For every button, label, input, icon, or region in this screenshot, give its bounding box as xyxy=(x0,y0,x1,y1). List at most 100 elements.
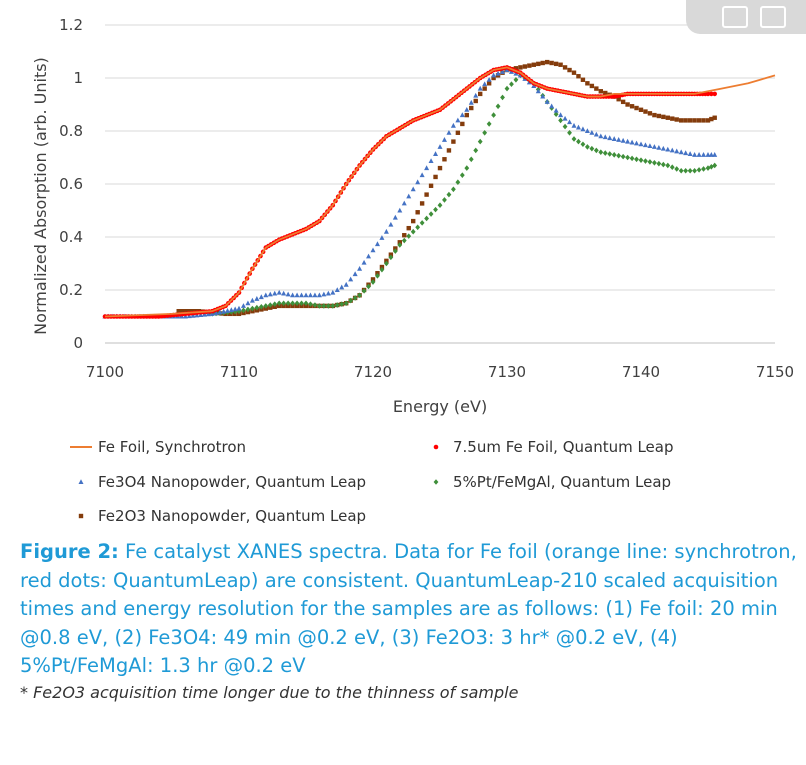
legend-swatch xyxy=(433,444,439,450)
save-icon[interactable] xyxy=(722,6,748,28)
data-point xyxy=(625,102,630,107)
y-axis-title: Normalized Absorption (arb. Units) xyxy=(31,57,50,335)
data-point xyxy=(477,138,483,145)
data-point xyxy=(584,128,590,133)
data-point xyxy=(603,90,608,96)
data-point xyxy=(491,75,496,81)
data-point xyxy=(656,113,662,119)
data-point xyxy=(495,70,501,76)
chart-area: 0 0.2 0.4 0.6 0.8 1 1.2 7100 7110 7120 7130 7140 715… xyxy=(31,0,806,525)
legend-item: Fe2O3 Nanopowder, Quantum Leap xyxy=(78,507,366,525)
data-point xyxy=(299,300,304,307)
data-point xyxy=(535,88,541,94)
data-point xyxy=(634,156,639,163)
data-point xyxy=(402,233,407,238)
data-point xyxy=(469,105,474,111)
legend-swatch xyxy=(433,479,439,485)
data-point xyxy=(545,59,550,65)
x-tick-label: 7100 xyxy=(86,363,124,381)
data-point xyxy=(428,211,434,217)
data-point xyxy=(478,91,483,97)
data-point xyxy=(437,202,443,208)
data-point xyxy=(433,206,438,213)
data-point xyxy=(558,112,564,118)
data-point xyxy=(571,70,577,75)
data-point xyxy=(446,191,452,198)
data-point xyxy=(687,151,693,156)
data-point xyxy=(616,152,622,159)
data-point xyxy=(428,183,434,188)
data-point xyxy=(500,69,506,74)
data-point xyxy=(473,98,478,104)
data-point xyxy=(348,276,354,282)
data-point xyxy=(562,65,568,70)
data-point xyxy=(708,152,714,157)
legend-swatch xyxy=(78,513,84,519)
data-point xyxy=(290,292,296,298)
data-point xyxy=(661,114,666,120)
data-point xyxy=(419,220,425,226)
data-point xyxy=(276,289,282,295)
data-point xyxy=(669,164,675,171)
legend-label: 7.5um Fe Foil, Quantum Leap xyxy=(453,438,674,456)
data-point xyxy=(424,215,429,222)
data-point xyxy=(276,300,282,307)
data-point xyxy=(236,305,242,311)
xanes-chart: 0 0.2 0.4 0.6 0.8 1 1.2 7100 7110 7120 7130 7140 715… xyxy=(31,16,794,525)
data-point xyxy=(241,307,246,314)
data-point xyxy=(712,91,717,97)
data-point xyxy=(294,292,300,298)
data-point xyxy=(334,302,340,308)
caption-footnote: * Fe2O3 acquisition time longer due to t… xyxy=(20,682,519,702)
data-point xyxy=(607,151,613,157)
data-point xyxy=(437,165,443,171)
legend-label: Fe2O3 Nanopowder, Quantum Leap xyxy=(98,507,366,525)
data-point xyxy=(415,210,420,215)
data-point xyxy=(352,271,358,277)
data-point xyxy=(536,61,541,67)
data-point xyxy=(415,179,421,185)
data-point xyxy=(678,149,684,155)
data-point xyxy=(460,121,465,127)
data-point xyxy=(540,93,546,99)
data-point xyxy=(607,135,613,141)
data-point xyxy=(683,167,689,174)
data-point xyxy=(428,158,434,164)
print-icon[interactable] xyxy=(760,6,786,28)
data-point xyxy=(205,311,211,317)
data-point xyxy=(683,118,688,123)
data-point xyxy=(687,167,693,174)
data-point xyxy=(258,294,264,300)
series-line xyxy=(104,66,776,318)
data-point xyxy=(419,201,425,206)
data-point xyxy=(184,309,189,314)
y-tick-label: 0.8 xyxy=(59,122,83,140)
data-point xyxy=(571,122,577,128)
data-point xyxy=(558,117,563,124)
data-point xyxy=(642,142,648,148)
data-point xyxy=(442,157,447,162)
data-point xyxy=(652,160,657,166)
data-point xyxy=(593,131,599,137)
data-point xyxy=(366,253,372,259)
data-point xyxy=(634,105,639,111)
data-point xyxy=(406,233,412,239)
data-point xyxy=(258,303,264,310)
data-point xyxy=(549,60,554,66)
data-point xyxy=(176,309,181,314)
data-point xyxy=(339,284,345,290)
data-point xyxy=(705,91,711,97)
data-point xyxy=(468,99,474,105)
data-point xyxy=(540,60,545,66)
data-point xyxy=(433,174,438,180)
data-point xyxy=(263,292,269,298)
data-point xyxy=(290,300,295,307)
series-3 xyxy=(102,67,718,319)
data-point xyxy=(366,283,371,290)
data-point xyxy=(451,186,456,193)
data-point xyxy=(442,197,447,203)
data-point xyxy=(312,292,318,298)
data-point xyxy=(518,65,523,70)
data-point xyxy=(441,137,447,142)
data-point xyxy=(638,157,644,163)
